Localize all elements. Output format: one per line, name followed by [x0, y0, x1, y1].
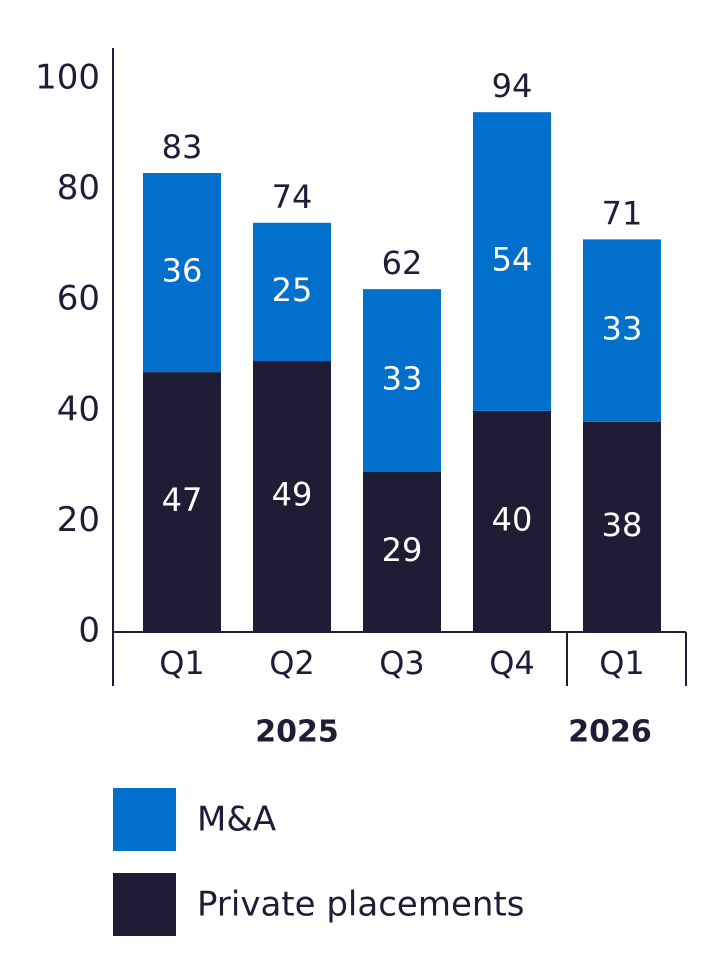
- value-label: 33: [382, 359, 423, 397]
- y-tick-label: 80: [57, 168, 100, 208]
- value-label: 49: [272, 476, 313, 514]
- total-label: 74: [272, 178, 313, 216]
- value-label: 40: [492, 500, 533, 538]
- value-label: 25: [272, 271, 313, 309]
- total-label: 62: [382, 244, 423, 282]
- legend-label: Private placements: [197, 885, 524, 925]
- value-label: 33: [602, 310, 643, 348]
- value-label: 36: [162, 252, 203, 290]
- total-label: 94: [492, 67, 533, 105]
- y-tick-label: 0: [78, 611, 100, 651]
- y-tick-label: 40: [57, 389, 100, 429]
- legend-swatch: [113, 873, 176, 936]
- value-label: 38: [602, 506, 643, 544]
- bar-segment: [473, 112, 551, 411]
- bar-segment: [253, 361, 331, 632]
- y-tick-label: 20: [57, 500, 100, 540]
- x-tick-label: Q1: [159, 644, 205, 682]
- x-tick-label: Q1: [599, 644, 645, 682]
- value-label: 47: [162, 481, 203, 519]
- value-label: 29: [382, 531, 423, 569]
- x-tick-label: Q4: [489, 644, 535, 682]
- y-tick-label: 60: [57, 279, 100, 319]
- x-tick-label: Q3: [379, 644, 425, 682]
- bar-segment: [473, 410, 551, 632]
- legend-label: M&A: [197, 800, 276, 840]
- bar-segment: [143, 372, 221, 632]
- x-tick-label: Q2: [269, 644, 315, 682]
- total-label: 71: [602, 194, 643, 232]
- bar-segment: [363, 471, 441, 632]
- total-label: 83: [162, 128, 203, 166]
- y-tick-label: 100: [35, 58, 100, 98]
- group-label: 2025: [255, 715, 339, 750]
- bar-segment: [583, 421, 661, 632]
- bar-segment: [143, 173, 221, 373]
- bar-segment: [253, 222, 331, 362]
- group-label: 2026: [568, 715, 652, 750]
- bar-segment: [583, 239, 661, 422]
- value-label: 54: [492, 240, 533, 278]
- bar-segment: [363, 289, 441, 472]
- legend-swatch: [113, 788, 176, 851]
